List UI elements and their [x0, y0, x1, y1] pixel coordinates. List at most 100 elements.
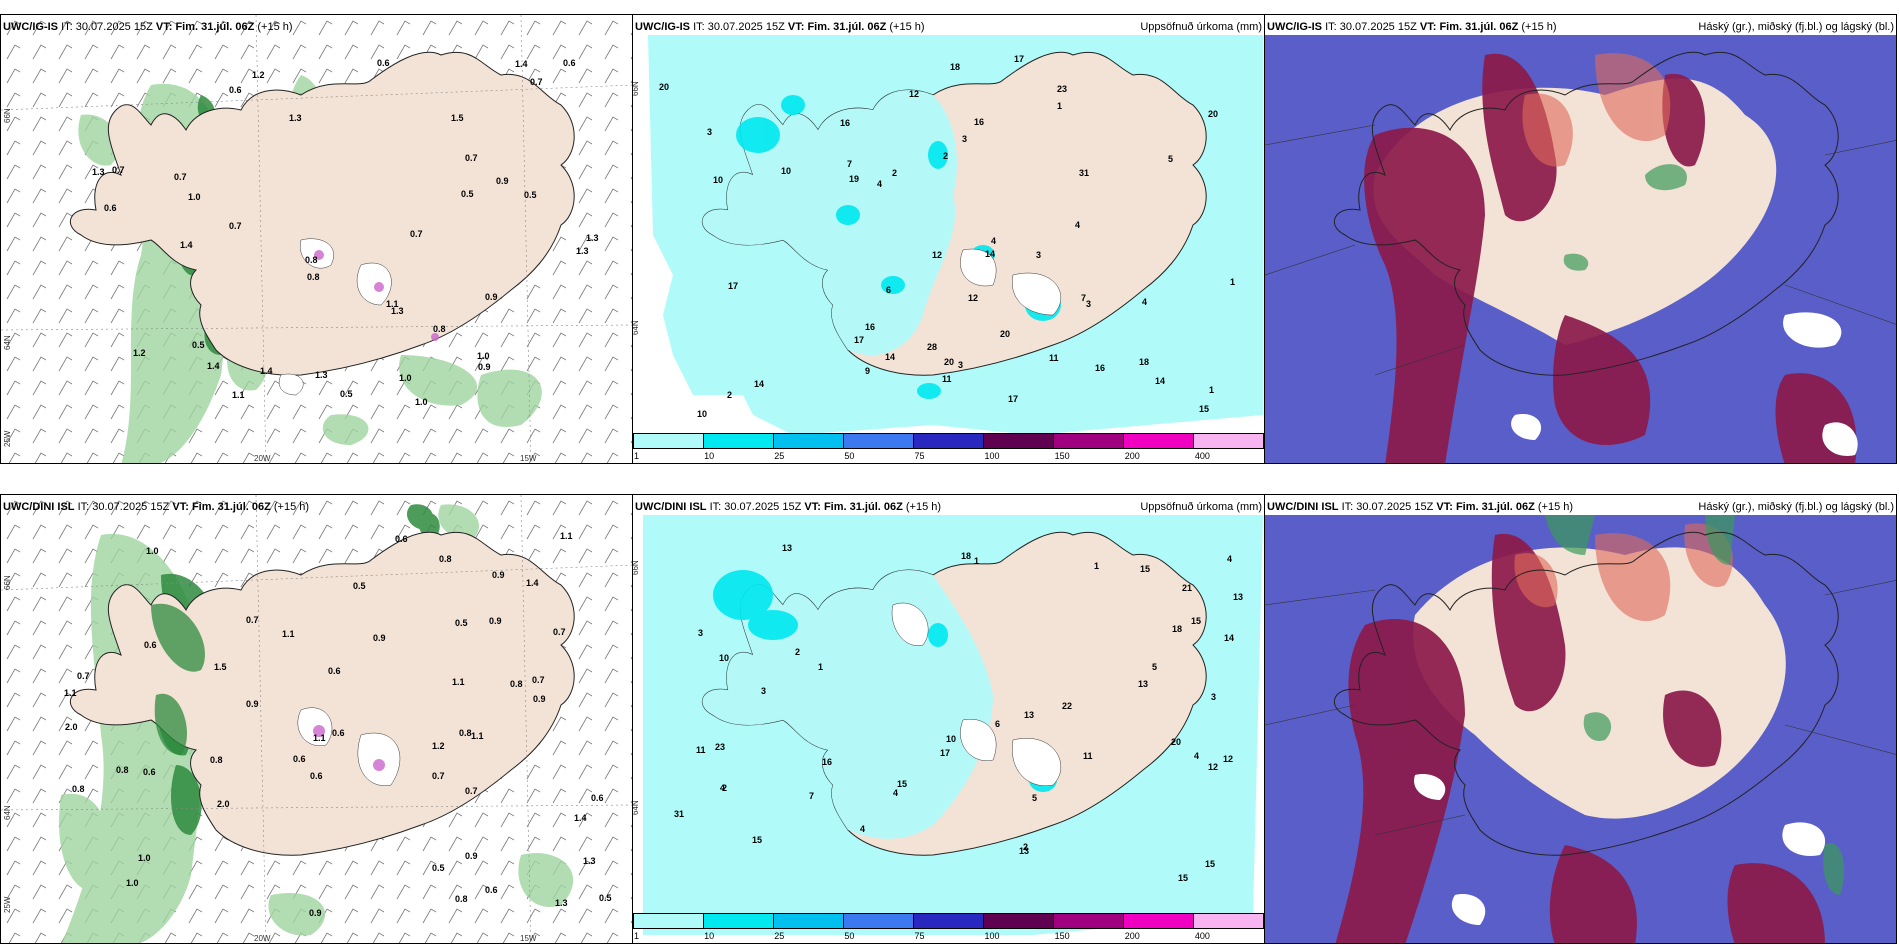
precip-value-label: 1.3 — [315, 370, 328, 380]
vt-label: VT: — [155, 21, 173, 33]
colorbar-label: 150 — [1054, 451, 1070, 461]
it-label: IT: — [61, 21, 73, 33]
precip-value-label: 9 — [865, 366, 871, 376]
precip-value-label: 0.5 — [455, 618, 468, 628]
precip-value-label: 6 — [886, 285, 892, 295]
panel-top-wind: UWC/IG-IS IT: 30.07.2025 15Z VT: Fim. 31… — [0, 14, 633, 464]
precip-value-label: 4 — [1142, 297, 1148, 307]
colorbar-segment — [1194, 914, 1263, 928]
model-name: UWC/DINI ISL — [1267, 501, 1339, 513]
precip-value-label: 13 — [1019, 846, 1030, 856]
precip-value-label: 4 — [1227, 554, 1233, 564]
precip-value-label: 0.7 — [432, 771, 445, 781]
precip-value-label: 1.0 — [146, 546, 159, 556]
precip-value-label: 11 — [696, 745, 706, 755]
colorbar-label: 10 — [704, 931, 715, 941]
precip-value-label: 0.8 — [116, 765, 129, 775]
precip-value-label: 1.4 — [574, 813, 587, 823]
precip-value-label: 3 — [1036, 250, 1042, 260]
vt-value: Fim. 31.júl. 06Z — [191, 501, 271, 513]
precip-value-label: 31 — [1079, 168, 1090, 178]
precip-value-label: 0.6 — [377, 58, 390, 68]
precip-value-label: 2 — [892, 168, 898, 178]
colorbar-label: 100 — [984, 451, 1000, 461]
precip-value-label: 3 — [698, 628, 704, 638]
precip-value-label: 0.9 — [309, 908, 322, 918]
precip-title: Uppsöfnuð úrkoma (mm) — [1140, 501, 1262, 513]
colorbar-label: 10 — [704, 451, 715, 461]
vt-label: VT: — [1419, 21, 1437, 33]
clear-areas — [1414, 774, 1826, 925]
precip-value-label: 17 — [854, 335, 865, 345]
precip-value-label: 10 — [697, 409, 708, 419]
precip-value-label: 3 — [962, 134, 968, 144]
precip-value-label: 11 — [1083, 751, 1093, 761]
precip-value-label: 1.0 — [138, 853, 151, 863]
lead-time: (+15 h) — [257, 21, 293, 33]
precip-value-label: 1.1 — [64, 688, 77, 698]
vt-label: VT: — [787, 21, 805, 33]
precip-value-label: 0.7 — [174, 172, 187, 182]
vt-value: Fim. 31.júl. 06Z — [807, 21, 887, 33]
precip-value-label: 0.8 — [307, 272, 320, 282]
precip-value-label: 17 — [940, 748, 951, 758]
precip-value-label: 1.0 — [399, 373, 412, 383]
precip-value-label: 1.0 — [188, 192, 201, 202]
colorbar-segment — [1054, 914, 1124, 928]
colorbar-segment — [634, 914, 704, 928]
it-label: IT: — [693, 21, 705, 33]
precip-value-label: 1.1 — [471, 731, 484, 741]
lat-label: 66N — [3, 108, 12, 123]
vt-label: VT: — [804, 501, 821, 513]
precip-value-label: 18 — [1139, 357, 1150, 367]
precip-value-label: 0.7 — [229, 221, 242, 231]
precip-value-label: 18 — [961, 551, 972, 561]
precip-value-label: 0.9 — [492, 570, 505, 580]
precip-value-label: 0.8 — [510, 679, 523, 689]
precip-value-label: 0.6 — [229, 85, 242, 95]
colorbar-label: 25 — [774, 451, 785, 461]
precip-value-label: 0.6 — [143, 767, 156, 777]
precip-value-label: 13 — [782, 543, 793, 553]
map-bottom-clouds — [1265, 515, 1896, 943]
precip-value-label: 0.6 — [332, 728, 345, 738]
low-cloud-areas — [1335, 533, 1825, 943]
precip-value-label: 14 — [754, 379, 765, 389]
it-value: 30.07.2025 15Z — [1339, 21, 1417, 33]
colorbar-segment — [704, 434, 774, 448]
precip-value-label: 1.3 — [576, 246, 589, 256]
precip-value-label: 0.5 — [461, 189, 474, 199]
lat-label: 25W — [3, 896, 12, 913]
precip-value-label: 15 — [752, 835, 763, 845]
precip-value-label: 1.2 — [252, 70, 265, 80]
precip-value-label: 10 — [946, 734, 957, 744]
precip-value-label: 23 — [1057, 84, 1068, 94]
precip-value-label: 3 — [958, 360, 964, 370]
lat-label: 64N — [632, 800, 640, 815]
precip-value-label: 7 — [847, 159, 853, 169]
precip-value-label: 1.0 — [126, 878, 139, 888]
model-name: UWC/IG-IS — [3, 21, 58, 33]
precip-value-label: 0.9 — [496, 176, 509, 186]
precip-value-label: 1 — [1057, 101, 1063, 111]
precip-value-label: 12 — [1223, 754, 1234, 764]
model-name: UWC/DINI ISL — [635, 501, 707, 513]
precip-value-label: 1.3 — [555, 898, 568, 908]
precip-value-label: 0.9 — [465, 851, 478, 861]
precip-value-label: 11 — [1049, 353, 1059, 363]
it-value: 30.07.2025 15Z — [75, 21, 153, 33]
vt-value: Fim. 31.júl. 06Z — [175, 21, 255, 33]
panel-top-clouds: UWC/IG-IS IT: 30.07.2025 15Z VT: Fim. 31… — [1264, 14, 1897, 464]
precip-value-label: 14 — [985, 249, 996, 259]
colorbar-segment — [914, 914, 984, 928]
precip-value-label: 1.1 — [282, 629, 295, 639]
precip-value-label: 20 — [659, 82, 670, 92]
colorbar-label: 400 — [1194, 451, 1210, 461]
precip-value-label: 14 — [885, 352, 896, 362]
precip-value-label: 1 — [818, 662, 824, 672]
precip-value-label: 12 — [909, 89, 920, 99]
precip-value-label: 4 — [991, 236, 997, 246]
precip-value-label: 0.8 — [305, 255, 318, 265]
precip-value-label: 1.3 — [289, 113, 302, 123]
glaciers — [278, 238, 392, 396]
